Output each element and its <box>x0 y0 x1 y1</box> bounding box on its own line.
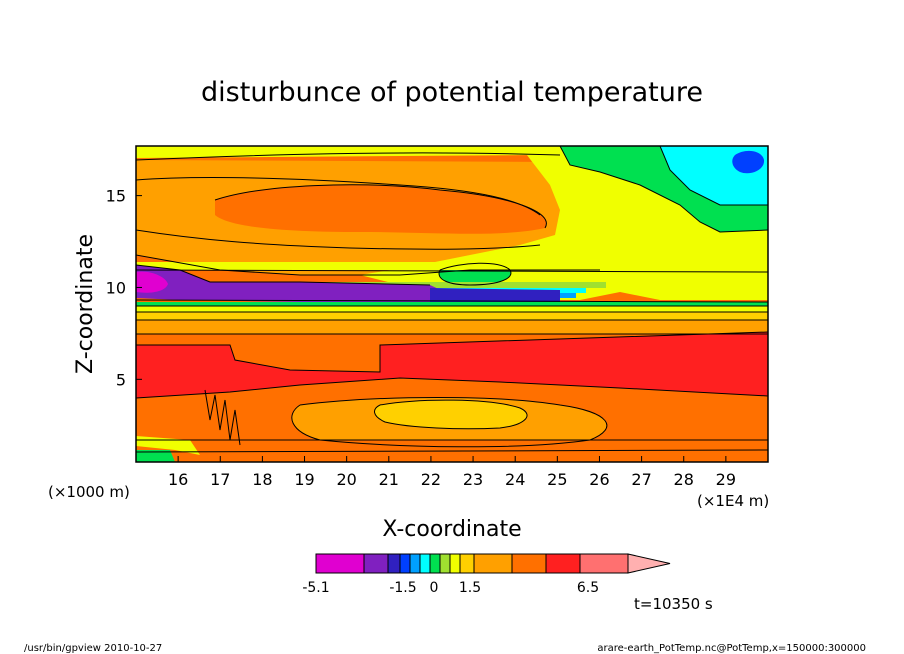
plot-area <box>136 146 768 462</box>
x-tick-label: 24 <box>505 470 525 489</box>
x-tick-label: 18 <box>252 470 272 489</box>
cold-layer-blue <box>430 288 560 302</box>
cold-layer-lower-yellow <box>136 306 768 312</box>
colorbar-tick-label: -5.1 <box>302 580 329 596</box>
x-tick-label: 16 <box>168 470 188 489</box>
x-tick-label: 26 <box>589 470 609 489</box>
colorbar-extend-arrow <box>627 553 671 574</box>
cold-layer-lower-green <box>136 302 768 306</box>
colorbar-tick-label: 0 <box>430 580 439 596</box>
cold-layer-purple <box>136 265 445 302</box>
colorbar-segment <box>545 553 581 574</box>
footer-left: /usr/bin/gpview 2010-10-27 <box>24 643 162 654</box>
cold-layer-lower-gold <box>136 312 768 320</box>
x-tick-label: 22 <box>421 470 441 489</box>
yellow-upper-left-strip <box>136 146 540 158</box>
colorbar-tick-label: 1.5 <box>459 580 481 596</box>
cold-layer-magenta <box>136 271 168 293</box>
x-tick-label: 29 <box>716 470 736 489</box>
colorbar-segment <box>419 553 431 574</box>
footer-right: arare-earth_PotTemp.nc@PotTemp,x=150000:… <box>597 643 866 654</box>
colorbar-tick-label: 6.5 <box>577 580 599 596</box>
colorbar-segment <box>315 553 365 574</box>
y-tick-label: 15 <box>106 187 126 206</box>
x-axis-label: X-coordinate <box>382 517 521 542</box>
colorbar-segment <box>399 553 411 574</box>
colorbar-segment <box>449 553 461 574</box>
x-tick-label: 23 <box>463 470 483 489</box>
colorbar-segment <box>459 553 475 574</box>
x-axis: 16 17 18 19 20 21 22 23 24 25 26 27 28 29 <box>168 456 736 489</box>
bottom-left-yellow <box>136 436 200 455</box>
x-tick-label: 25 <box>547 470 567 489</box>
colorbar-segment <box>387 553 401 574</box>
colorbar <box>315 553 671 574</box>
y-axis: 5 10 15 <box>106 187 142 389</box>
bottom-left-green <box>136 450 175 462</box>
x-tick-label: 17 <box>210 470 230 489</box>
cold-layer-lower-orange <box>136 320 768 334</box>
chart-title: disturbunce of potential temperature <box>201 77 703 108</box>
colorbar-segment <box>429 553 441 574</box>
colorbar-labels: -5.1 -1.5 0 1.5 6.5 <box>302 580 599 596</box>
colorbar-segment <box>363 553 389 574</box>
x-unit-left: (×1000 m) <box>48 483 130 501</box>
colorbar-segment <box>439 553 451 574</box>
contour-lines <box>136 146 768 453</box>
y-axis-label: Z-coordinate <box>73 234 98 374</box>
colorbar-segment <box>579 553 629 574</box>
time-label: t=10350 s <box>634 595 713 613</box>
x-tick-label: 19 <box>294 470 314 489</box>
x-tick-label: 21 <box>379 470 399 489</box>
y-tick-label: 10 <box>106 278 126 297</box>
blue-upper-right <box>732 150 765 174</box>
lower-yellow-core <box>374 400 528 429</box>
colorbar-segment <box>511 553 547 574</box>
plot-frame <box>135 145 769 463</box>
upper-orange-patch <box>215 184 547 234</box>
x-tick-label: 28 <box>674 470 694 489</box>
colorbar-segment <box>409 553 421 574</box>
red-mid-band <box>136 332 768 398</box>
x-tick-label: 20 <box>336 470 356 489</box>
colorbar-segment <box>473 553 513 574</box>
x-tick-label: 27 <box>631 470 651 489</box>
colorbar-tick-label: -1.5 <box>389 580 416 596</box>
x-unit-right: (×1E4 m) <box>697 492 769 510</box>
y-tick-label: 5 <box>116 370 126 389</box>
